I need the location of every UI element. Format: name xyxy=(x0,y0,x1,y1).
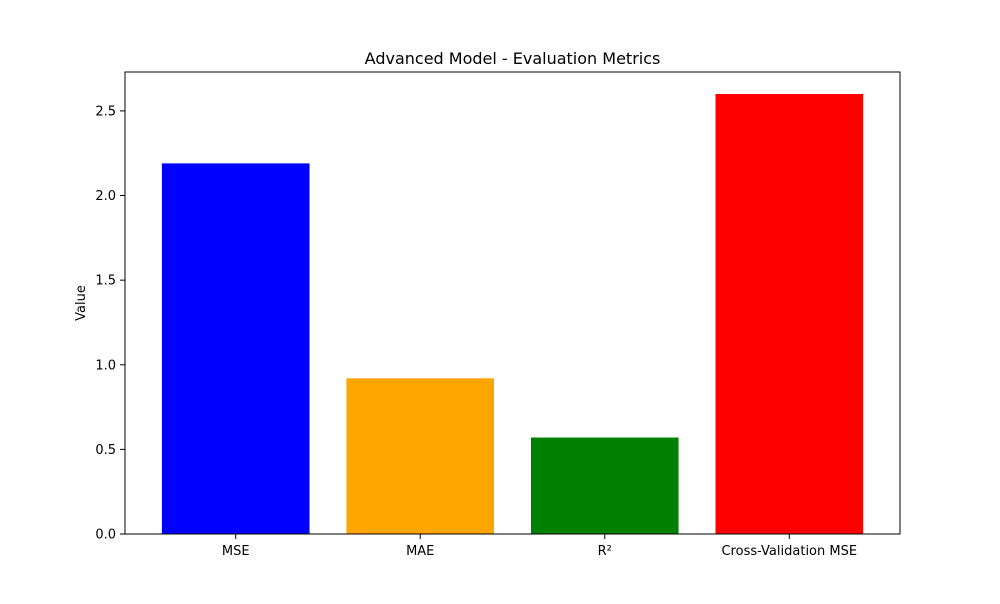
x-tick-label: MSE xyxy=(222,544,250,559)
y-tick-label: 2.5 xyxy=(95,104,116,119)
x-axis: MSE MAE R² Cross-Validation MSE xyxy=(222,534,857,559)
y-tick-label: 2.0 xyxy=(95,189,116,204)
bar-0 xyxy=(161,163,310,534)
plot-frame xyxy=(124,71,901,535)
y-tick-label: 1.5 xyxy=(95,274,116,289)
y-tick-label: 0.5 xyxy=(95,443,116,458)
bar-1 xyxy=(346,378,495,534)
bar-2 xyxy=(530,437,679,534)
y-axis-label: Value xyxy=(74,285,89,321)
y-tick-label: 1.0 xyxy=(95,358,116,373)
x-tick-label: R² xyxy=(598,544,612,559)
bar-3 xyxy=(715,94,864,534)
x-tick-label: MAE xyxy=(406,544,434,559)
x-tick-label: Cross-Validation MSE xyxy=(721,544,857,559)
y-axis: 0.0 0.5 1.0 1.5 2.0 2.5 xyxy=(95,104,125,543)
bars-group xyxy=(161,94,864,534)
y-tick-label: 0.0 xyxy=(95,528,116,543)
chart-title: Advanced Model - Evaluation Metrics xyxy=(365,49,661,68)
